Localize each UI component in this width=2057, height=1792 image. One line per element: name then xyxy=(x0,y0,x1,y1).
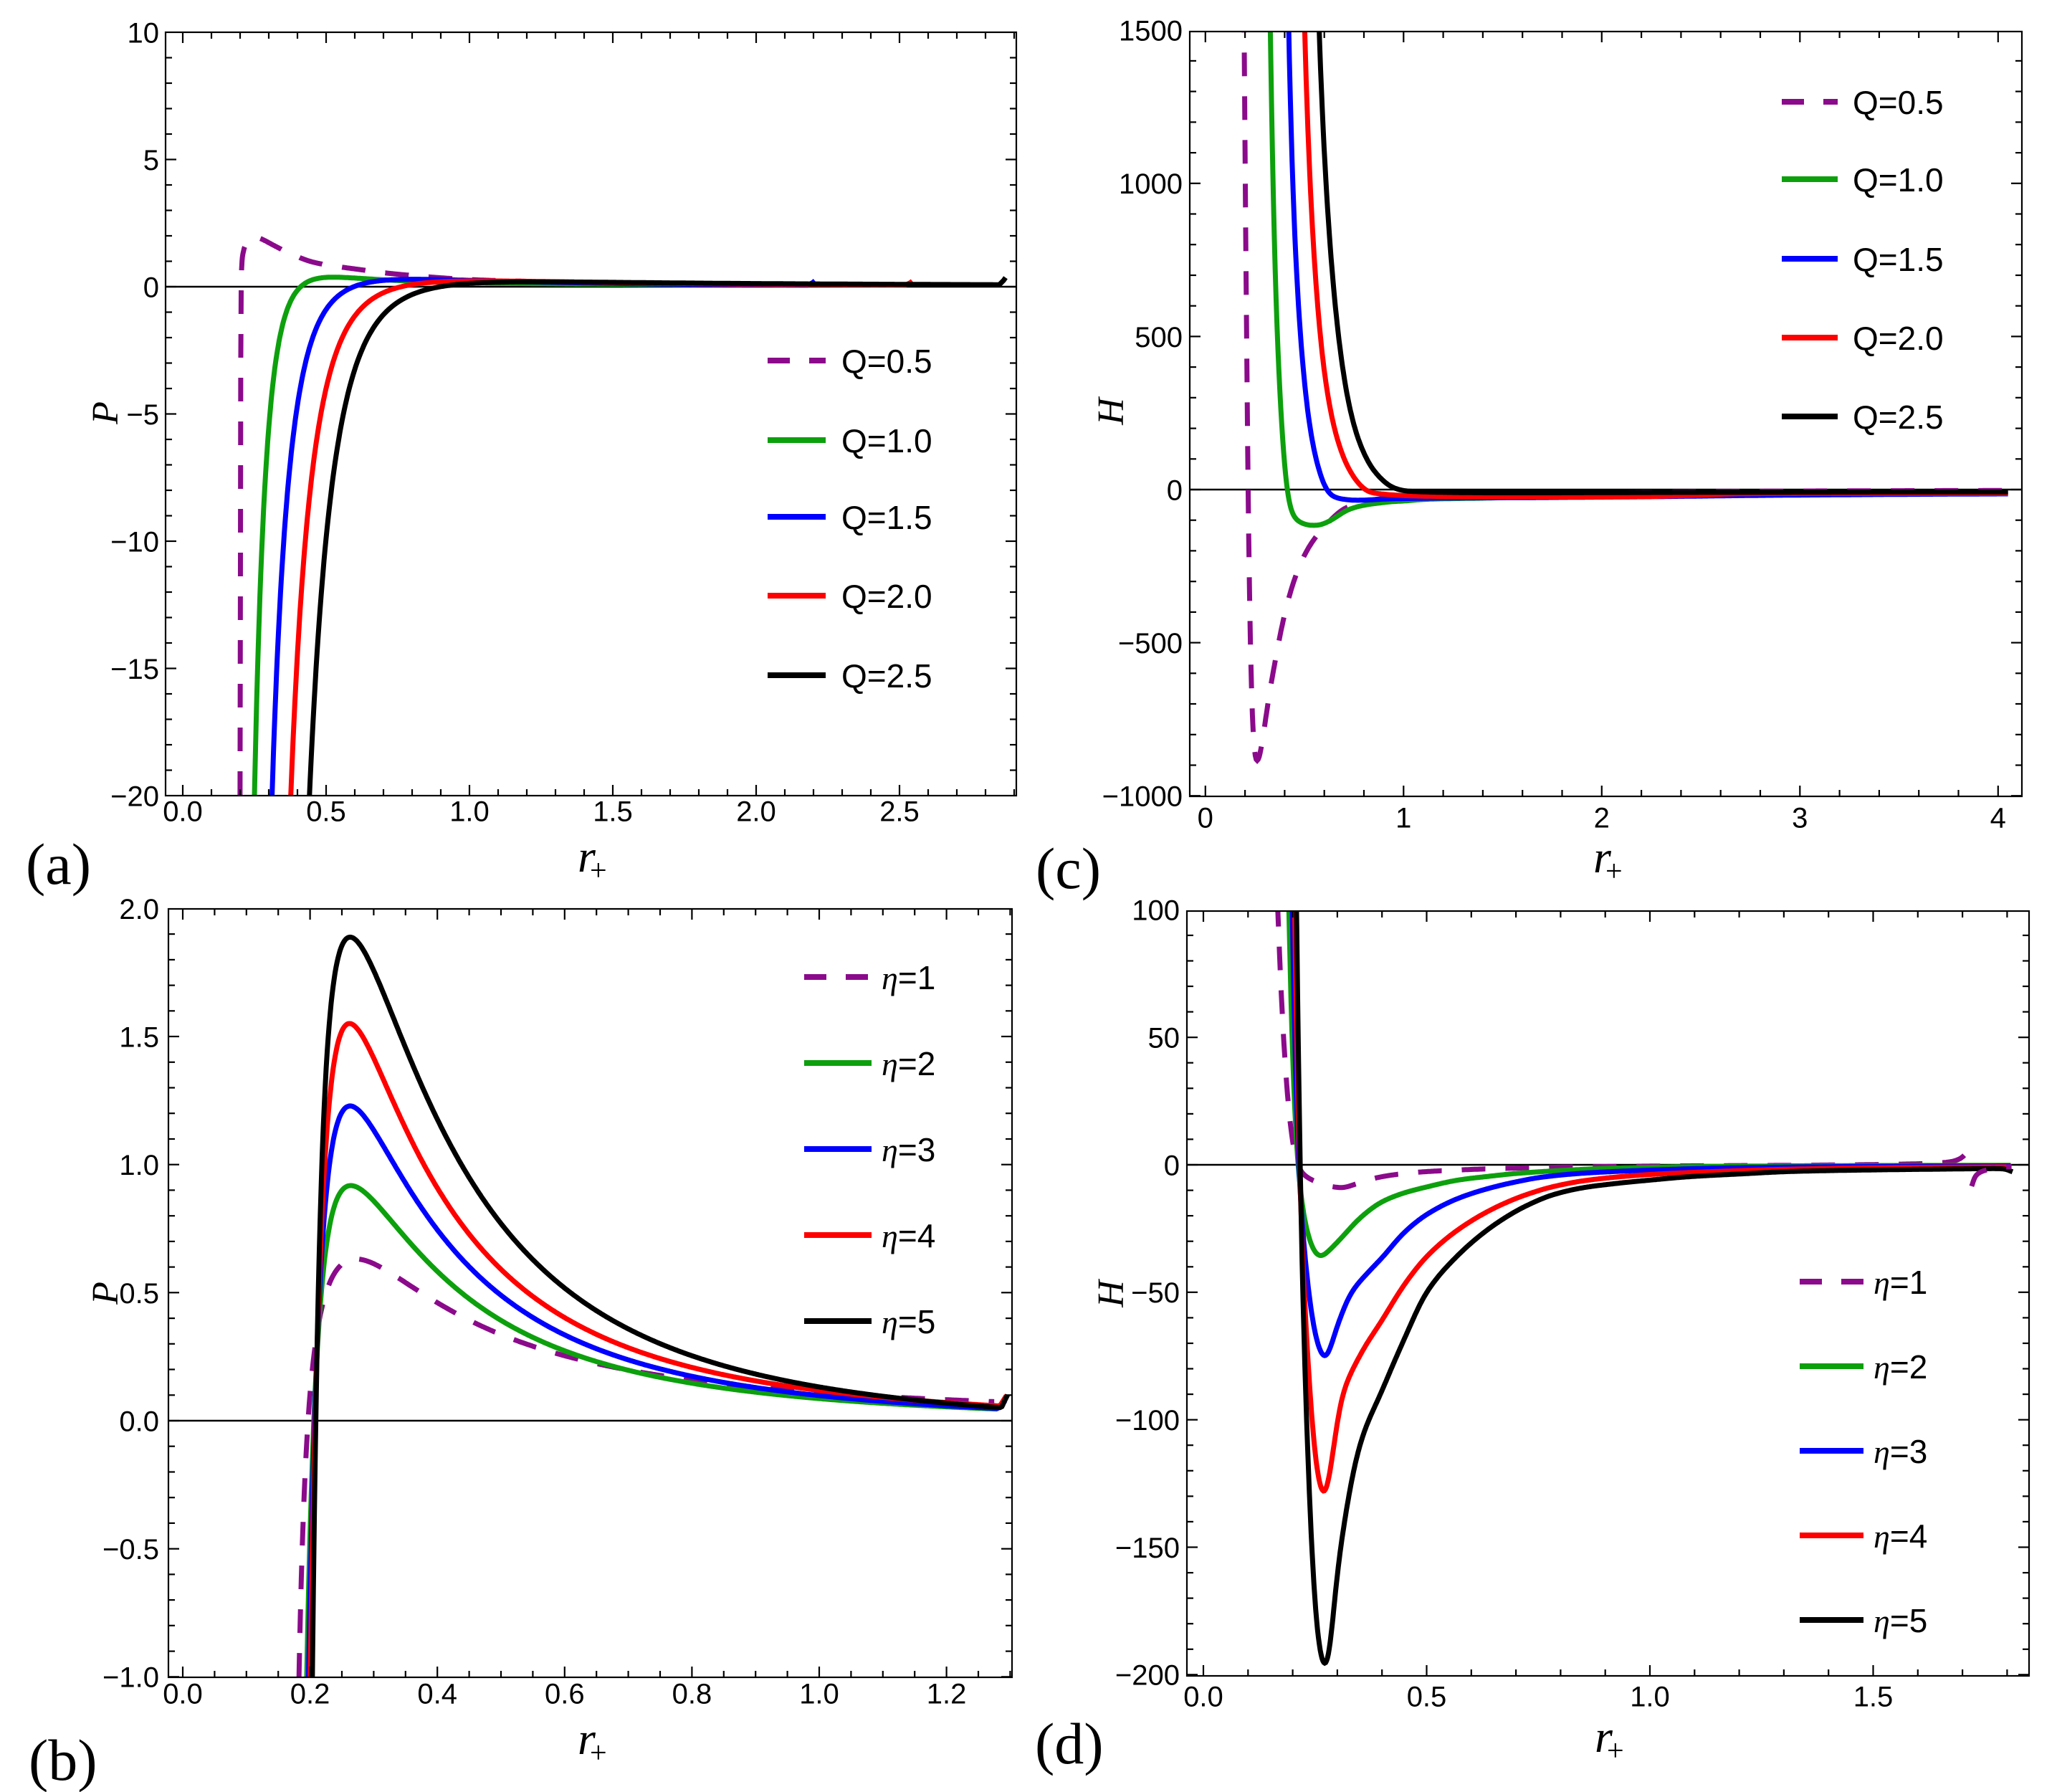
svg-text:−0.5: −0.5 xyxy=(102,1534,159,1565)
svg-text:1500: 1500 xyxy=(1119,16,1183,47)
svg-text:η=3: η=3 xyxy=(882,1131,935,1168)
svg-text:0.5: 0.5 xyxy=(119,1278,159,1310)
svg-text:−15: −15 xyxy=(110,654,159,685)
svg-text:(c): (c) xyxy=(1036,836,1101,901)
svg-text:(d): (d) xyxy=(1035,1711,1104,1776)
svg-text:2.5: 2.5 xyxy=(879,796,920,827)
svg-text:1.5: 1.5 xyxy=(1853,1681,1894,1712)
svg-text:η=5: η=5 xyxy=(1874,1602,1927,1639)
svg-text:1.2: 1.2 xyxy=(927,1678,967,1710)
svg-text:2.0: 2.0 xyxy=(736,796,776,827)
svg-text:1.0: 1.0 xyxy=(1630,1681,1670,1712)
svg-text:Q=0.5: Q=0.5 xyxy=(841,343,932,380)
svg-text:0.2: 0.2 xyxy=(290,1678,330,1710)
svg-text:Q=1.5: Q=1.5 xyxy=(841,499,932,536)
svg-text:−500: −500 xyxy=(1118,628,1183,659)
svg-text:Q=1.5: Q=1.5 xyxy=(1853,241,1944,278)
svg-text:η=2: η=2 xyxy=(1874,1348,1927,1386)
svg-text:Q=2.0: Q=2.0 xyxy=(841,578,932,615)
svg-text:η=1: η=1 xyxy=(1874,1264,1927,1301)
svg-text:r: r xyxy=(578,831,596,882)
svg-text:Q=0.5: Q=0.5 xyxy=(1853,84,1944,121)
svg-text:Q=2.5: Q=2.5 xyxy=(841,657,932,695)
svg-text:−20: −20 xyxy=(110,781,159,812)
svg-text:η=3: η=3 xyxy=(1874,1433,1927,1470)
svg-text:(a): (a) xyxy=(26,831,91,897)
svg-text:0.6: 0.6 xyxy=(545,1678,585,1710)
svg-text:−1000: −1000 xyxy=(1102,781,1183,813)
svg-text:0.5: 0.5 xyxy=(1407,1681,1447,1712)
svg-text:0.0: 0.0 xyxy=(1183,1681,1223,1712)
svg-text:100: 100 xyxy=(1132,895,1180,927)
svg-text:0: 0 xyxy=(1198,802,1213,834)
svg-text:−10: −10 xyxy=(110,526,159,558)
svg-text:10: 10 xyxy=(128,17,160,49)
svg-text:0: 0 xyxy=(143,272,159,303)
svg-text:5: 5 xyxy=(143,145,159,176)
svg-text:Q=1.0: Q=1.0 xyxy=(841,422,932,459)
svg-text:η=2: η=2 xyxy=(882,1045,935,1082)
svg-text:1.0: 1.0 xyxy=(119,1150,159,1181)
svg-text:−50: −50 xyxy=(1131,1277,1180,1309)
svg-text:0.4: 0.4 xyxy=(417,1678,457,1710)
svg-text:4: 4 xyxy=(1990,802,2006,834)
svg-text:H: H xyxy=(1091,396,1132,426)
svg-text:−200: −200 xyxy=(1115,1660,1180,1692)
svg-text:η=4: η=4 xyxy=(882,1217,935,1254)
svg-text:1.5: 1.5 xyxy=(593,796,633,827)
svg-text:0.5: 0.5 xyxy=(306,796,346,827)
svg-text:+: + xyxy=(590,1737,607,1770)
svg-text:0.0: 0.0 xyxy=(163,1678,203,1710)
svg-text:r: r xyxy=(1595,1711,1613,1762)
svg-text:+: + xyxy=(1605,855,1623,888)
svg-text:−1.0: −1.0 xyxy=(102,1662,159,1694)
svg-text:2: 2 xyxy=(1594,802,1610,834)
svg-text:1: 1 xyxy=(1395,802,1411,834)
svg-text:1.5: 1.5 xyxy=(119,1022,159,1054)
svg-text:1.0: 1.0 xyxy=(449,796,490,827)
svg-text:0: 0 xyxy=(1167,475,1183,506)
svg-text:0: 0 xyxy=(1164,1150,1180,1181)
svg-text:0.0: 0.0 xyxy=(163,796,203,827)
svg-text:−5: −5 xyxy=(126,399,159,431)
svg-text:Q=1.0: Q=1.0 xyxy=(1853,161,1944,199)
svg-text:0.0: 0.0 xyxy=(119,1406,159,1437)
svg-text:η=5: η=5 xyxy=(882,1303,935,1340)
svg-text:Q=2.0: Q=2.0 xyxy=(1853,320,1944,357)
svg-text:−100: −100 xyxy=(1115,1405,1180,1436)
svg-text:−150: −150 xyxy=(1115,1533,1180,1564)
svg-text:+: + xyxy=(1607,1735,1624,1768)
svg-text:1000: 1000 xyxy=(1119,168,1183,200)
svg-text:1.0: 1.0 xyxy=(799,1678,839,1710)
svg-text:50: 50 xyxy=(1148,1023,1180,1054)
svg-text:0.8: 0.8 xyxy=(672,1678,712,1710)
svg-text:P: P xyxy=(85,1282,126,1305)
svg-text:η=1: η=1 xyxy=(882,959,935,996)
svg-text:2.0: 2.0 xyxy=(119,894,159,925)
svg-text:Q=2.5: Q=2.5 xyxy=(1853,399,1944,436)
svg-text:3: 3 xyxy=(1792,802,1808,834)
svg-text:500: 500 xyxy=(1135,322,1183,353)
svg-text:+: + xyxy=(590,854,607,887)
svg-text:P: P xyxy=(85,401,126,425)
svg-text:η=4: η=4 xyxy=(1874,1517,1927,1555)
svg-text:r: r xyxy=(578,1713,596,1764)
svg-text:r: r xyxy=(1593,831,1612,882)
svg-text:H: H xyxy=(1091,1279,1132,1308)
svg-text:(b): (b) xyxy=(29,1727,97,1792)
